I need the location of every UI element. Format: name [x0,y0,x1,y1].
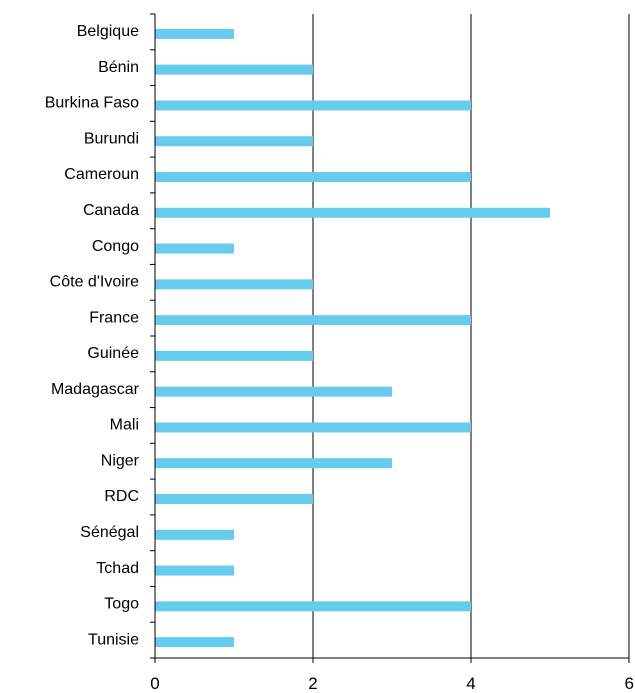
category-label-5: Canada [83,202,139,219]
bar-8 [155,315,471,326]
bar-7 [155,279,313,290]
bar-2 [155,100,471,111]
category-label-14: Sénégal [80,524,139,541]
x-tick-label-2: 2 [308,674,317,693]
category-label-12: Niger [101,452,140,469]
x-tick-label-6: 6 [625,674,634,693]
category-label-17: Tunisie [88,631,139,648]
category-label-16: Togo [104,596,139,613]
category-label-11: Mali [110,417,139,434]
bar-6 [155,243,234,254]
bar-4 [155,172,471,182]
bar-9 [155,350,313,361]
bar-17 [155,637,234,648]
category-label-7: Côte d'Ivoire [50,274,139,291]
category-label-3: Burundi [84,130,139,147]
bar-13 [155,494,313,504]
category-label-6: Congo [92,238,139,255]
bar-16 [155,601,471,612]
category-label-10: Madagascar [51,381,140,398]
category-label-0: Belgique [77,23,139,40]
category-label-15: Tchad [96,560,139,577]
bar-11 [155,422,471,433]
bar-3 [155,136,313,147]
bar-14 [155,529,234,540]
bar-5 [155,207,550,218]
bar-0 [155,28,234,39]
bar-12 [155,458,392,469]
category-label-9: Guinée [87,345,139,362]
x-tick-label-0: 0 [150,674,159,693]
category-label-4: Cameroun [64,166,139,183]
bar-15 [155,565,234,576]
category-label-1: Bénin [98,59,139,76]
bar-1 [155,64,313,75]
category-label-8: France [89,309,139,326]
category-label-2: Burkina Faso [45,95,139,112]
bar-10 [155,386,392,397]
x-tick-label-4: 4 [466,674,475,693]
category-label-13: RDC [104,488,139,505]
